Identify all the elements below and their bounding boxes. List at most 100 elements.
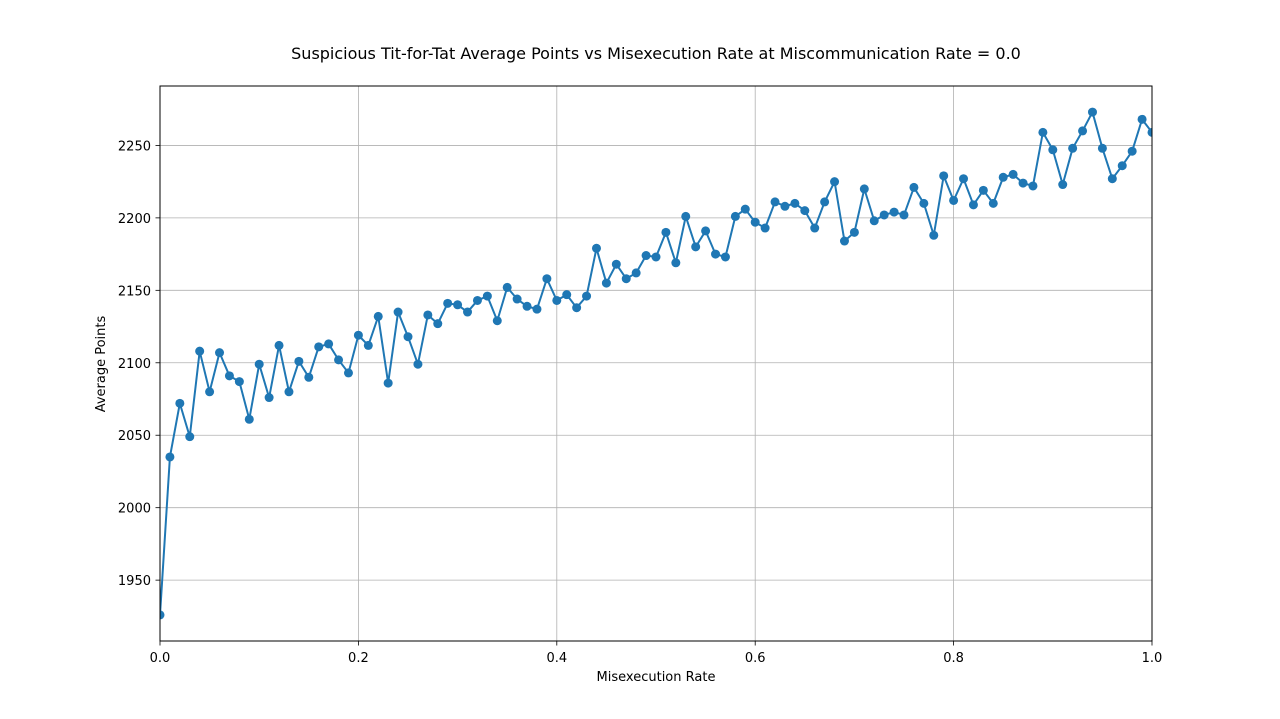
data-point: [1117, 161, 1127, 171]
data-point: [919, 198, 929, 208]
data-point: [383, 378, 393, 388]
data-point: [175, 398, 185, 408]
data-point: [651, 252, 661, 262]
data-point: [711, 249, 721, 259]
data-point: [701, 226, 711, 236]
x-tick-label: 1.0: [1142, 651, 1163, 666]
data-point: [820, 197, 830, 207]
data-point: [274, 340, 284, 350]
data-point: [849, 227, 859, 237]
data-point: [1038, 127, 1048, 137]
data-point: [433, 319, 443, 329]
data-point: [601, 278, 611, 288]
data-point: [334, 355, 344, 365]
data-point: [1018, 178, 1028, 188]
data-point: [165, 452, 175, 462]
data-point: [393, 307, 403, 317]
data-point: [790, 198, 800, 208]
data-point: [522, 301, 532, 311]
data-point: [671, 258, 681, 268]
data-point: [1068, 143, 1078, 153]
chart-title: Suspicious Tit-for-Tat Average Points vs…: [291, 44, 1021, 63]
data-point: [314, 342, 324, 352]
data-series: [160, 107, 1152, 620]
data-point: [542, 274, 552, 284]
data-point: [899, 210, 909, 220]
data-point: [929, 230, 939, 240]
data-point: [324, 339, 334, 349]
data-point: [582, 291, 592, 301]
data-point: [889, 207, 899, 217]
data-point: [254, 359, 264, 369]
data-point: [839, 236, 849, 246]
x-tick-label: 0.4: [546, 651, 567, 666]
data-point: [800, 206, 810, 216]
data-point: [968, 200, 978, 210]
grid-lines: [159, 86, 1153, 641]
x-tick-label: 0.2: [348, 651, 369, 666]
data-point: [730, 211, 740, 221]
axis-ticks: 0.0 0.2 0.4 0.6 0.8 1.0 1950 2000 2050 2100 2150 22…: [118, 139, 1162, 666]
data-point: [681, 211, 691, 221]
data-point: [562, 290, 572, 300]
data-point: [1048, 145, 1058, 155]
data-point: [869, 216, 879, 226]
data-point: [1107, 174, 1117, 184]
data-point: [760, 223, 770, 233]
data-point: [234, 377, 244, 387]
data-point: [810, 223, 820, 233]
data-point: [472, 295, 482, 305]
data-point: [453, 300, 463, 310]
data-point: [1147, 127, 1152, 137]
y-tick-label: 2200: [118, 212, 151, 227]
data-point: [353, 330, 363, 340]
data-point: [502, 282, 512, 292]
data-point: [1127, 146, 1137, 156]
data-point: [830, 177, 840, 187]
data-point: [304, 372, 314, 382]
data-point: [552, 295, 562, 305]
data-point: [770, 197, 780, 207]
data-point: [284, 387, 294, 397]
data-point: [720, 252, 730, 262]
data-point: [244, 414, 254, 424]
data-point: [363, 340, 373, 350]
data-point: [909, 182, 919, 192]
data-point: [443, 298, 453, 308]
data-point: [185, 432, 195, 442]
data-point: [621, 274, 631, 284]
data-point: [978, 185, 988, 195]
y-tick-label: 2050: [118, 429, 151, 444]
data-point: [859, 184, 869, 194]
data-point: [988, 198, 998, 208]
data-point: [403, 332, 413, 342]
y-tick-label: 2250: [118, 139, 151, 154]
data-point: [939, 171, 949, 181]
data-point: [1078, 126, 1088, 136]
x-axis-title: Misexecution Rate: [597, 670, 716, 685]
data-point: [1137, 114, 1147, 124]
data-point: [661, 227, 671, 237]
data-point: [1008, 169, 1018, 179]
data-point: [959, 174, 969, 184]
data-point: [1087, 107, 1097, 117]
data-point: [641, 251, 651, 261]
data-point: [611, 259, 621, 269]
x-tick-label: 0.6: [745, 651, 766, 666]
data-point: [215, 348, 225, 358]
data-point: [343, 368, 353, 378]
data-point: [1097, 143, 1107, 153]
series-group: [160, 107, 1152, 620]
data-point: [631, 268, 641, 278]
y-axis-title: Average Points: [94, 315, 109, 412]
y-tick-label: 1950: [118, 574, 151, 589]
data-point: [195, 346, 205, 356]
data-point: [463, 307, 473, 317]
data-point: [482, 291, 492, 301]
data-point: [373, 311, 383, 321]
data-point: [750, 217, 760, 227]
data-point: [264, 393, 274, 403]
data-point: [780, 201, 790, 211]
